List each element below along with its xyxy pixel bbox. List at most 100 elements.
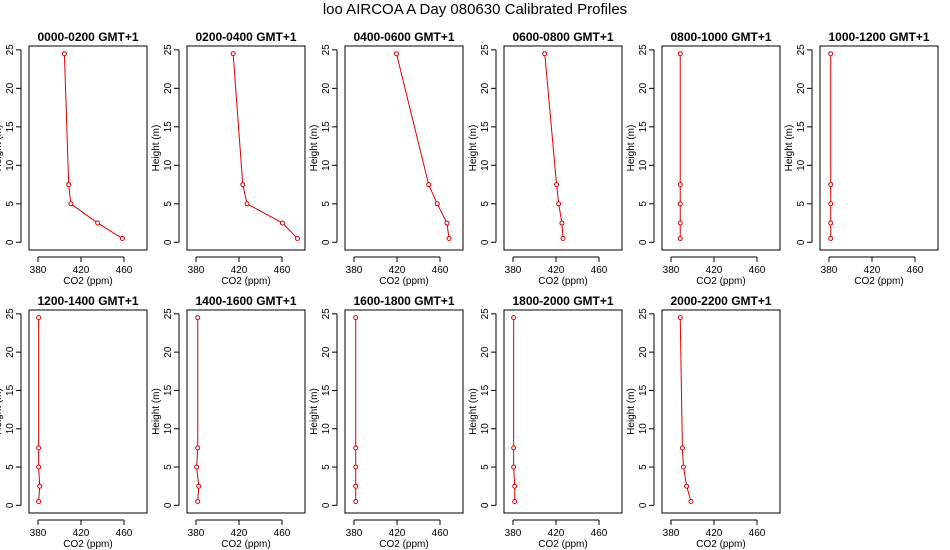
data-point (68, 201, 74, 207)
panel-title: 1200-1400 GMT+1 (37, 294, 138, 308)
data-point (677, 182, 683, 188)
y-tick-label: 25 (480, 308, 491, 320)
profile-panel: 2000-2200 GMT+1 0 5 10 15 20 25 Height (m) 380 42… (626, 294, 781, 550)
data-point (828, 182, 834, 188)
data-point (434, 201, 440, 207)
y-tick-label: 0 (796, 239, 807, 245)
y-tick-label: 15 (321, 121, 332, 133)
y-tick-label: 0 (638, 502, 649, 508)
y-tick-label: 15 (638, 384, 649, 396)
y-tick-label: 15 (638, 121, 649, 133)
data-point (66, 182, 72, 188)
data-point (195, 445, 201, 451)
profile-line (679, 317, 692, 502)
data-point (279, 220, 285, 226)
data-point (194, 464, 200, 470)
plot-frame (344, 309, 464, 514)
x-tick-label: 380 (30, 528, 47, 539)
data-point (36, 464, 42, 470)
x-tick-label: 460 (274, 265, 291, 276)
y-tick-label: 10 (480, 423, 491, 435)
x-tick-label: 380 (505, 265, 522, 276)
y-tick-label: 20 (638, 346, 649, 358)
x-tick-label: 420 (389, 528, 406, 539)
profile-panel: 0000-0200 GMT+1 0 5 10 15 20 25 Height (m) 380 42… (0, 30, 148, 287)
y-tick-label: 0 (480, 502, 491, 508)
data-point (353, 499, 359, 505)
x-axis-label: CO2 (ppm) (63, 276, 112, 287)
y-tick-label: 10 (321, 423, 332, 435)
y-tick-label: 25 (321, 308, 332, 320)
y-tick-label: 20 (5, 82, 16, 94)
data-point (679, 445, 685, 451)
y-tick-label: 0 (321, 239, 332, 245)
y-tick-label: 10 (5, 423, 16, 435)
x-tick-label: 380 (663, 265, 680, 276)
x-tick-label: 380 (30, 265, 47, 276)
x-tick-label: 420 (73, 528, 90, 539)
data-point (240, 182, 246, 188)
y-tick-label: 5 (163, 201, 174, 207)
y-tick-label: 5 (321, 464, 332, 470)
data-point (353, 315, 359, 321)
x-tick-label: 380 (188, 265, 205, 276)
y-tick-label: 20 (638, 82, 649, 94)
y-tick-label: 15 (480, 384, 491, 396)
plot-frame (344, 45, 464, 251)
y-axis-label: Height (m) (626, 388, 637, 435)
x-axis-label: CO2 (ppm) (221, 276, 270, 287)
data-point (556, 201, 562, 207)
y-tick-label: 0 (163, 239, 174, 245)
data-point (36, 499, 42, 505)
y-tick-label: 25 (638, 308, 649, 320)
x-tick-label: 420 (73, 265, 90, 276)
data-point (828, 51, 834, 57)
data-point (195, 499, 201, 505)
data-point (828, 235, 834, 241)
data-point (353, 445, 359, 451)
y-axis-label: Height (m) (784, 125, 795, 172)
data-point (119, 235, 125, 241)
y-axis-label: Height (m) (151, 125, 162, 172)
profile-panel: 0200-0400 GMT+1 0 5 10 15 20 25 Height (m) 380 42… (151, 30, 306, 287)
data-point (559, 220, 565, 226)
profile-line (396, 53, 450, 239)
data-point (36, 315, 42, 321)
data-point (393, 51, 399, 57)
y-tick-label: 10 (796, 159, 807, 171)
data-point (554, 182, 560, 188)
y-tick-label: 5 (5, 201, 16, 207)
x-tick-label: 460 (749, 265, 766, 276)
x-tick-label: 420 (864, 265, 881, 276)
y-tick-label: 20 (480, 82, 491, 94)
y-tick-label: 10 (163, 159, 174, 171)
profile-panel: 0600-0800 GMT+1 0 5 10 15 20 25 Height (m) 380 42… (468, 30, 623, 287)
y-tick-label: 5 (638, 201, 649, 207)
y-tick-label: 0 (5, 502, 16, 508)
y-tick-label: 0 (5, 239, 16, 245)
panel-title: 1600-1800 GMT+1 (353, 294, 454, 308)
y-tick-label: 15 (163, 384, 174, 396)
x-tick-label: 420 (231, 528, 248, 539)
data-point (244, 201, 250, 207)
x-tick-label: 420 (548, 528, 565, 539)
data-point (95, 220, 101, 226)
data-point (688, 499, 694, 505)
y-tick-label: 10 (5, 159, 16, 171)
x-axis-label: CO2 (ppm) (379, 276, 428, 287)
data-point (511, 315, 517, 321)
data-point (828, 201, 834, 207)
y-tick-label: 5 (321, 201, 332, 207)
data-point (684, 483, 690, 489)
y-tick-label: 10 (638, 159, 649, 171)
x-tick-label: 380 (821, 265, 838, 276)
data-point (560, 235, 566, 241)
x-tick-label: 420 (706, 528, 723, 539)
profile-line (513, 317, 516, 502)
y-tick-label: 25 (5, 308, 16, 320)
y-axis-label: Height (m) (309, 388, 320, 435)
y-tick-label: 15 (796, 121, 807, 133)
profile-line (196, 317, 200, 502)
x-tick-label: 460 (432, 528, 449, 539)
y-tick-label: 0 (163, 502, 174, 508)
